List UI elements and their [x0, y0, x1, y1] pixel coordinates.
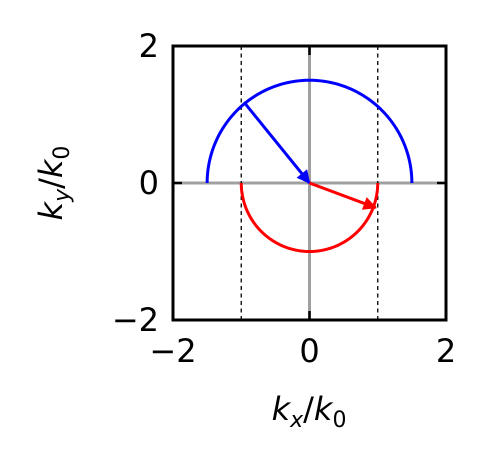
x-tick-label: 0 [299, 332, 319, 370]
wave-vector-arrow [242, 101, 311, 185]
x-label-var2: k [314, 390, 334, 428]
tick-labels: −2 0 2 −2 0 2 [112, 27, 456, 370]
x-axis-label: kx/k0 [272, 390, 347, 433]
x-label-sub2: 0 [332, 408, 346, 433]
y-label-sub: y [50, 188, 75, 203]
plot-area [173, 46, 446, 320]
axes-frame [171, 44, 448, 322]
x-label-var: k [272, 390, 292, 428]
y-label-sep: / [32, 178, 70, 189]
y-label-var2: k [32, 158, 70, 178]
semicircle-curve [205, 78, 414, 184]
wave-vector-arrow [308, 181, 377, 210]
x-tick-label: −2 [149, 332, 196, 370]
x-label-sep: / [303, 390, 314, 428]
y-tick-label: −2 [112, 301, 159, 339]
y-axis-label: ky/k0 [32, 146, 75, 221]
y-tick-label: 2 [139, 27, 159, 65]
x-label-sub: x [289, 408, 304, 433]
y-label-var: k [32, 200, 70, 220]
semicircle-curve [239, 182, 380, 254]
y-label-sub2: 0 [50, 146, 75, 160]
x-tick-label: 2 [436, 332, 456, 370]
y-tick-label: 0 [139, 164, 159, 202]
